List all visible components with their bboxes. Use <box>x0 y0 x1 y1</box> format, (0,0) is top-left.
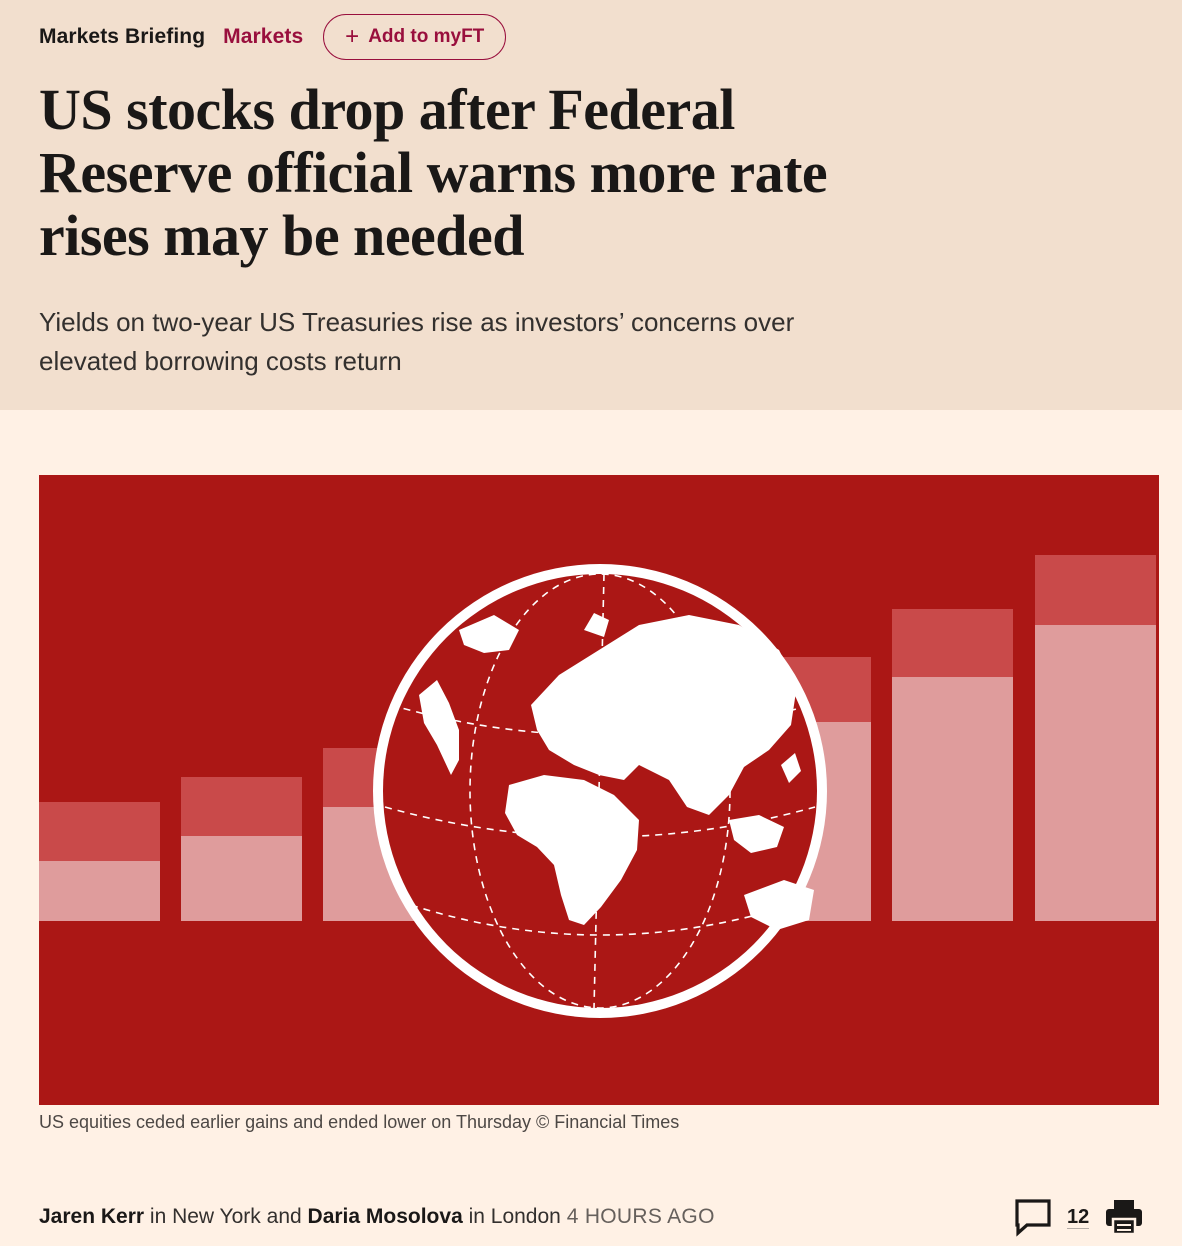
add-to-myft-button[interactable]: + Add to myFT <box>323 14 507 60</box>
byline: Jaren Kerr in New York and Daria Mosolov… <box>39 1205 715 1229</box>
globe <box>373 564 827 1018</box>
article-image <box>39 475 1159 1105</box>
image-caption: US equities ceded earlier gains and ende… <box>39 1112 680 1132</box>
article-topbar: Markets Briefing Markets + Add to myFT <box>39 14 507 60</box>
add-to-myft-label: Add to myFT <box>368 26 485 47</box>
author-link[interactable]: Daria Mosolova <box>307 1205 463 1228</box>
publish-timestamp: 4 HOURS AGO <box>566 1205 715 1228</box>
print-icon[interactable] <box>1105 1198 1143 1236</box>
page-title: US stocks drop after Federal Reserve off… <box>39 77 828 268</box>
comment-count[interactable]: 12 <box>1067 1206 1090 1229</box>
markets-briefing-link[interactable]: Markets Briefing <box>39 25 206 48</box>
byline-location: in London <box>468 1205 561 1228</box>
byline-location: in New York and <box>149 1205 302 1228</box>
comment-icon[interactable] <box>1013 1197 1053 1237</box>
standfirst: Yields on two-year US Treasuries rise as… <box>39 307 795 376</box>
globe-bar-illustration <box>39 475 1159 1105</box>
markets-section-link[interactable]: Markets <box>223 25 304 48</box>
plus-icon: + <box>345 23 360 50</box>
article-header <box>0 0 1182 410</box>
author-link[interactable]: Jaren Kerr <box>39 1205 145 1228</box>
